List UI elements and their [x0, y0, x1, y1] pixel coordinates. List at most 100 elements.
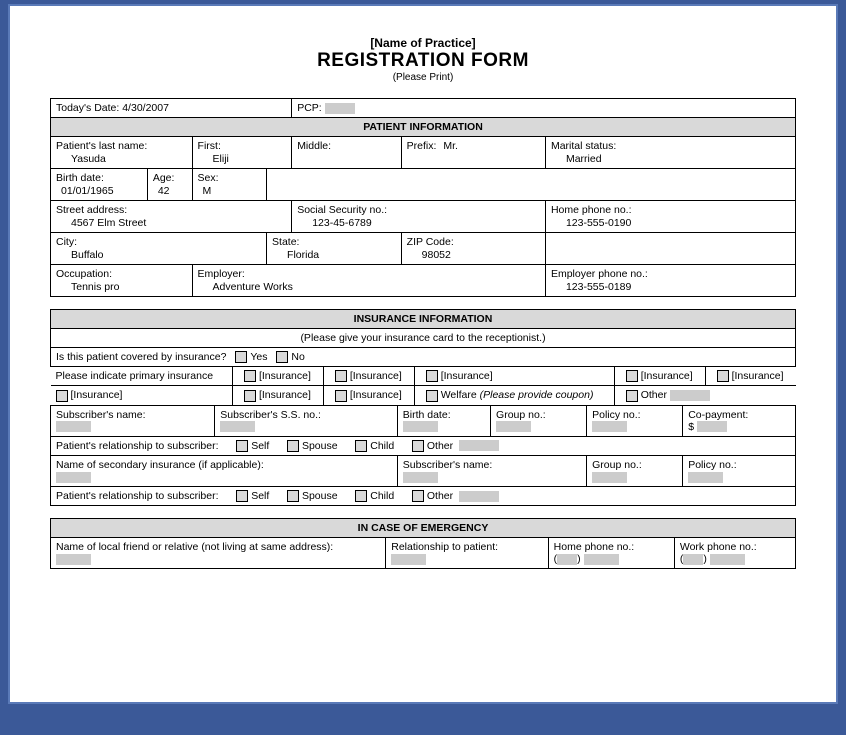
ssn-label: Social Security no.:	[297, 204, 540, 216]
ins-check-3[interactable]	[426, 370, 438, 382]
ins-birth-label: Birth date:	[403, 409, 485, 421]
rel2-other-check[interactable]	[412, 490, 424, 502]
pcp-label: PCP:	[297, 102, 322, 114]
sex-value: M	[198, 184, 262, 197]
covered-no-checkbox[interactable]	[276, 351, 288, 363]
rel1-other-check[interactable]	[412, 440, 424, 452]
ins-check-5[interactable]	[717, 370, 729, 382]
emerg-friend-field[interactable]	[56, 554, 91, 565]
insurance-header: INSURANCE INFORMATION	[51, 310, 796, 329]
ins-birth-field[interactable]	[403, 421, 438, 432]
occupation-value: Tennis pro	[56, 280, 187, 293]
todays-date-cell: Today's Date: 4/30/2007	[51, 99, 292, 118]
emerg-home-area[interactable]	[557, 554, 577, 565]
ins1-text: [Insurance]	[259, 370, 311, 382]
ins-check-2[interactable]	[335, 370, 347, 382]
patient-section-header: PATIENT INFORMATION	[51, 118, 796, 137]
covered-yes-checkbox[interactable]	[235, 351, 247, 363]
emergency-table: IN CASE OF EMERGENCY Name of local frien…	[50, 518, 796, 569]
sub-name-cell: Subscriber's name:	[51, 405, 215, 436]
emerg-work-area[interactable]	[683, 554, 703, 565]
group-label: Group no.:	[496, 409, 581, 421]
rel1-child-check[interactable]	[355, 440, 367, 452]
sex-cell: Sex: M	[192, 169, 267, 201]
other-check[interactable]	[626, 390, 638, 402]
form-header: [Name of Practice] REGISTRATION FORM (Pl…	[50, 36, 796, 83]
emerg-workphone-cell: Work phone no.: ()	[674, 538, 795, 569]
copay-label: Co-payment:	[688, 409, 790, 421]
occupation-label: Occupation:	[56, 268, 187, 280]
homephone-value: 123-555-0190	[551, 216, 790, 229]
rel1-other: Other	[427, 440, 453, 452]
ins8-text: [Insurance]	[350, 389, 402, 401]
document-page: [Name of Practice] REGISTRATION FORM (Pl…	[8, 4, 838, 704]
marital-label: Marital status:	[551, 140, 790, 152]
secondary-policy-cell: Policy no.:	[683, 455, 796, 486]
covered-row: Is this patient covered by insurance? Ye…	[51, 348, 796, 367]
rel2-spouse: Spouse	[302, 490, 338, 502]
rel2-other-field[interactable]	[459, 491, 499, 502]
homephone-cell: Home phone no.: 123-555-0190	[545, 201, 795, 233]
ssn-cell: Social Security no.: 123-45-6789	[292, 201, 546, 233]
occupation-cell: Occupation: Tennis pro	[51, 265, 193, 297]
emerg-work-num[interactable]	[710, 554, 745, 565]
practice-name: [Name of Practice]	[50, 36, 796, 50]
sub-ssn-field[interactable]	[220, 421, 255, 432]
insurance-table: INSURANCE INFORMATION (Please give your …	[50, 309, 796, 506]
group-field[interactable]	[496, 421, 531, 432]
last-name-value: Yasuda	[56, 152, 187, 165]
relationship-label-2: Patient's relationship to subscriber:	[56, 490, 219, 502]
empty-row-cell	[267, 169, 796, 201]
ins5-text: [Insurance]	[732, 370, 784, 382]
other-field[interactable]	[670, 390, 710, 401]
rel1-spouse-check[interactable]	[287, 440, 299, 452]
pcp-field[interactable]	[325, 103, 355, 114]
age-cell: Age: 42	[147, 169, 192, 201]
secondary-name-field[interactable]	[56, 472, 91, 483]
patient-table: Today's Date: 4/30/2007 PCP: PATIENT INF…	[50, 98, 796, 297]
welfare-text: Welfare	[441, 389, 477, 401]
secondary-policy-field[interactable]	[688, 472, 723, 483]
rel2-self-check[interactable]	[236, 490, 248, 502]
sub-name-label: Subscriber's name:	[56, 409, 209, 421]
ins-opt-2: [Insurance]	[323, 367, 414, 386]
ins-check-4[interactable]	[626, 370, 638, 382]
emerg-workphone-label: Work phone no.:	[680, 541, 790, 553]
rel1-other-field[interactable]	[459, 440, 499, 451]
ins-check-6[interactable]	[56, 390, 68, 402]
city-label: City:	[56, 236, 261, 248]
employer-phone-cell: Employer phone no.: 123-555-0189	[545, 265, 795, 297]
rel2-child-check[interactable]	[355, 490, 367, 502]
dollar-sign: $	[688, 421, 694, 433]
policy-cell: Policy no.:	[587, 405, 683, 436]
birthdate-value: 01/01/1965	[56, 184, 142, 197]
ins-check-7[interactable]	[244, 390, 256, 402]
ins3-text: [Insurance]	[441, 370, 493, 382]
secondary-subname-field[interactable]	[403, 472, 438, 483]
age-label: Age:	[153, 172, 187, 184]
secondary-group-label: Group no.:	[592, 459, 677, 471]
prefix-value: Mr.	[439, 140, 458, 152]
ins6-text: [Insurance]	[71, 389, 123, 401]
welfare-check[interactable]	[426, 390, 438, 402]
policy-field[interactable]	[592, 421, 627, 432]
form-title: REGISTRATION FORM	[50, 50, 796, 72]
covered-no: No	[291, 351, 304, 363]
please-print: (Please Print)	[50, 72, 796, 83]
emerg-rel-field[interactable]	[391, 554, 426, 565]
secondary-group-field[interactable]	[592, 472, 627, 483]
rel1-self: Self	[251, 440, 269, 452]
ins-check-1[interactable]	[244, 370, 256, 382]
sub-name-field[interactable]	[56, 421, 91, 432]
street-cell: Street address: 4567 Elm Street	[51, 201, 292, 233]
ins-opt-1: [Insurance]	[232, 367, 323, 386]
emerg-home-num[interactable]	[584, 554, 619, 565]
rel2-spouse-check[interactable]	[287, 490, 299, 502]
secondary-subname-cell: Subscriber's name:	[397, 455, 586, 486]
zip-value: 98052	[407, 248, 540, 261]
copay-field[interactable]	[697, 421, 727, 432]
empty-zip-right	[545, 233, 795, 265]
ins-check-8[interactable]	[335, 390, 347, 402]
rel1-self-check[interactable]	[236, 440, 248, 452]
rel2-self: Self	[251, 490, 269, 502]
